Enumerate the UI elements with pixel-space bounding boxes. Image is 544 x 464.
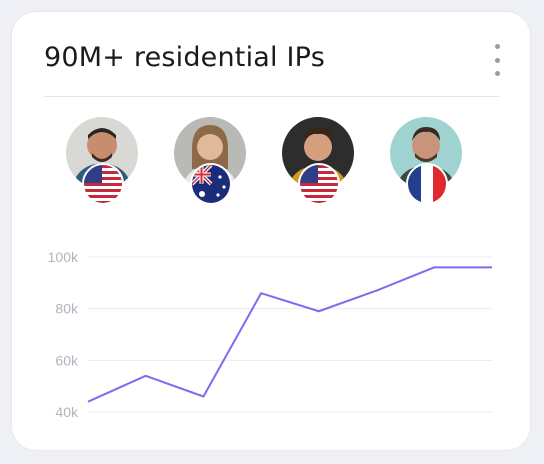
ips-card: 90M+ residential IPs: [12, 12, 530, 450]
us-flag-icon: [298, 163, 340, 205]
us-flag-icon: [82, 163, 124, 205]
avatar-3: [282, 117, 356, 217]
card-title: 90M+ residential IPs: [44, 42, 325, 73]
fr-flag-icon: [406, 163, 448, 205]
avatar-2: [174, 117, 248, 217]
y-tick-label: 60k: [55, 352, 79, 368]
y-tick-label: 40k: [55, 404, 79, 420]
avatar-1: [66, 117, 140, 217]
y-tick-label: 80k: [55, 301, 79, 317]
divider: [44, 96, 499, 97]
avatar-4: [390, 117, 464, 217]
series-line: [87, 266, 492, 403]
au-flag-icon: [190, 163, 232, 205]
more-vertical-icon[interactable]: [490, 44, 504, 76]
y-tick-label: 100k: [48, 249, 79, 265]
